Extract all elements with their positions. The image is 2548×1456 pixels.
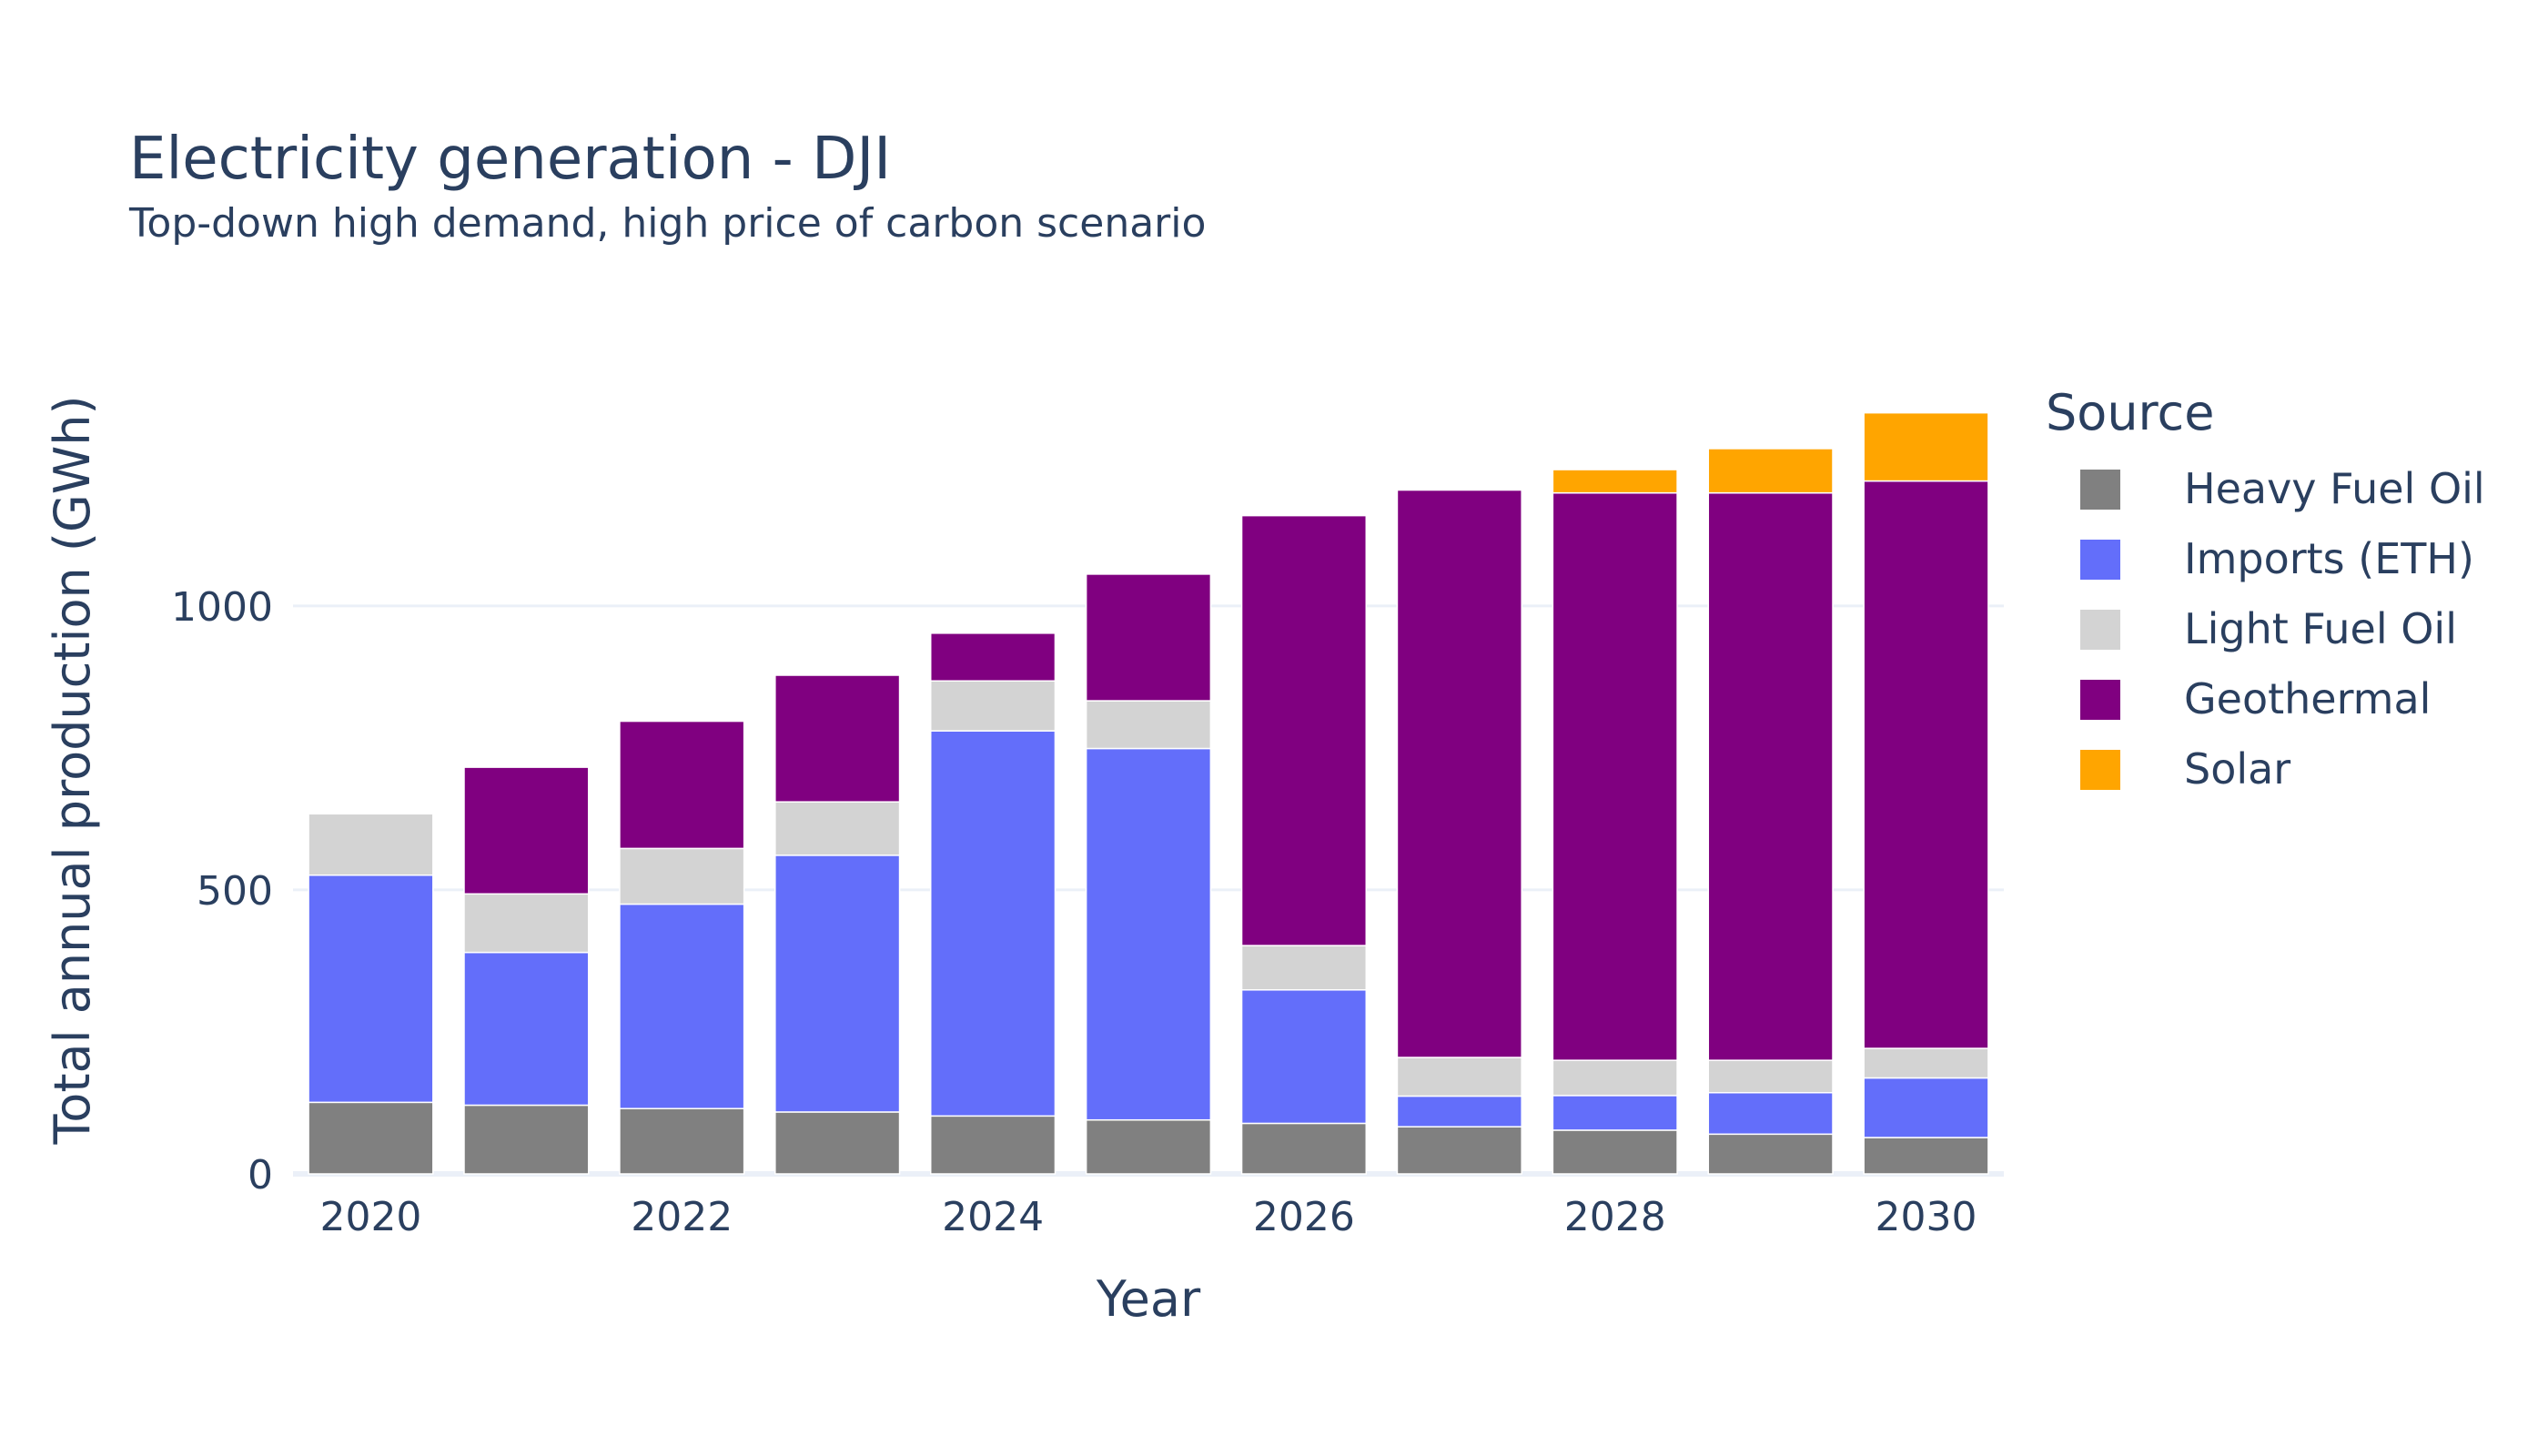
bar-segment [1396,1057,1522,1097]
y-tick-label: 500 [197,868,273,915]
bar-segment [619,1107,745,1175]
chart-title: Electricity generation - DJI [129,126,892,193]
legend-title: Source [2046,384,2214,441]
x-tick-label: 2028 [1564,1194,1666,1240]
bar-segment [1396,1095,1522,1127]
bar-segment [308,874,434,1104]
chart-subtitle: Top-down high demand, high price of carb… [129,200,1207,247]
bar-segment [1240,1122,1368,1175]
bar-segment [1240,514,1368,946]
bar-segment [308,813,434,876]
legend-item-label: Imports (ETH) [2184,534,2474,583]
bar-segment [929,680,1057,732]
legend-swatch [2080,680,2120,720]
legend-swatch [2080,540,2120,580]
bar-segment [1863,1137,1989,1175]
bar-segment [929,1115,1057,1175]
bar-segment [1863,411,1989,482]
bar-segment [308,1101,434,1175]
x-tick-label: 2020 [319,1194,421,1240]
y-axis-label: Total annual production (GWh) [44,395,101,1145]
bar-segment [1085,1118,1212,1175]
bar-segment [1085,700,1212,750]
bar-segment [1552,491,1678,1061]
bar-segment [1863,1077,1989,1138]
legend-swatch [2080,470,2120,510]
bar-segment [1707,1059,1834,1094]
bar-segment [774,801,901,856]
bar-segment [1707,1091,1834,1136]
bar-segment [463,766,590,895]
bar-segment [619,903,745,1109]
bar-segment [1396,489,1522,1058]
bar-segment [1552,1129,1678,1175]
legend: Source Heavy Fuel Oil Imports (ETH) Light … [2046,384,2485,794]
bar-segment [1240,989,1368,1125]
bar-segment [1552,469,1678,494]
x-tick-label: 2026 [1253,1194,1355,1240]
bar-segment [1552,1059,1678,1097]
bar-segment [1552,1095,1678,1131]
y-tick-label: 0 [248,1152,273,1198]
bar-segment [774,674,901,803]
bar-segment [774,1111,901,1175]
x-tick-label: 2024 [942,1194,1044,1240]
legend-swatch [2080,750,2120,790]
bar-segment [463,1104,590,1175]
x-tick-label: 2030 [1876,1194,1977,1240]
bar-segment [1707,448,1834,494]
legend-item-label: Light Fuel Oil [2184,604,2457,653]
bar-segment [1707,491,1834,1061]
x-axis-ticks: 2020 2022 2024 2026 2028 2030 [319,1194,1977,1240]
legend-item-label: Geothermal [2184,674,2431,723]
bar-segment [1085,573,1212,702]
bars [308,411,1989,1175]
bar-segment [1085,747,1212,1121]
legend-swatch [2080,610,2120,650]
bar-segment [619,720,745,850]
bar-segment [1707,1133,1834,1175]
y-tick-label: 1000 [171,584,273,631]
x-axis-label: Year [1096,1270,1201,1328]
bar-segment [929,632,1057,682]
bar-segment [1863,480,1989,1049]
x-tick-label: 2022 [631,1194,733,1240]
bar-segment [463,893,590,954]
bar-segment [929,730,1057,1117]
bar-segment [774,854,901,1113]
bar-segment [1863,1047,1989,1079]
legend-item-label: Solar [2184,744,2290,794]
legend-item-label: Heavy Fuel Oil [2184,464,2485,513]
bar-segment [463,951,590,1107]
bar-segment [1396,1126,1522,1175]
bar-segment [1240,945,1368,991]
bar-segment [619,847,745,905]
y-axis-ticks: 0 500 1000 [171,584,273,1198]
